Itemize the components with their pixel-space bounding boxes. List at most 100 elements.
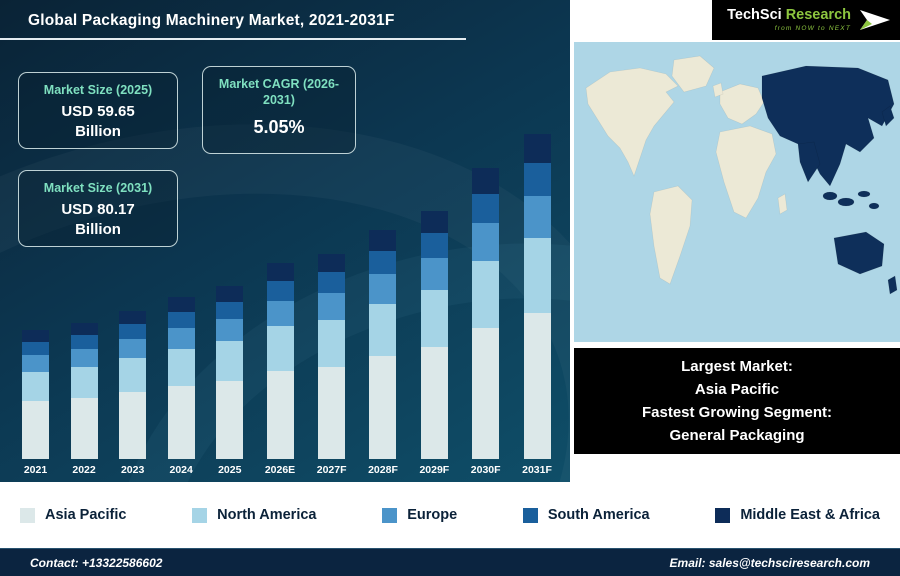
bar-segment [70, 349, 98, 367]
bar-segment [420, 290, 448, 347]
bar-segment [420, 347, 448, 459]
bar-segment [318, 254, 346, 272]
stat-label: Market Size (2025) [43, 83, 153, 97]
bar-segment [369, 251, 397, 274]
page-title-wrap: Global Packaging Machinery Market, 2021-… [0, 6, 466, 40]
bar-column: 2028F [368, 230, 398, 476]
bar-year-label: 2030F [470, 464, 501, 476]
bar-column: 2031F [522, 134, 552, 476]
callout-line: Largest Market: [681, 357, 793, 375]
stat-unit: Billion [75, 221, 121, 239]
legend-item: North America [192, 507, 317, 523]
bar-segment [70, 367, 98, 398]
footer: Contact: +13322586602 Email: sales@techs… [0, 548, 900, 576]
bar-stack [266, 263, 294, 459]
bar-column: 2026E [265, 263, 295, 476]
logo-tagline: from NOW to NEXT [774, 24, 851, 32]
bar-segment [523, 134, 551, 163]
bar-column: 2025 [216, 286, 244, 476]
paper-plane-icon [860, 10, 890, 30]
page-title: Global Packaging Machinery Market, 2021-… [28, 12, 395, 29]
bar-segment [523, 196, 551, 238]
bar-column: 2023 [119, 311, 147, 476]
bar-segment [167, 328, 195, 349]
bar-segment [167, 349, 195, 386]
bar-stack [216, 286, 244, 459]
bar-stack [70, 323, 98, 459]
bar-year-label: 2024 [169, 464, 193, 476]
legend-label: Middle East & Africa [740, 507, 880, 523]
bar-segment [369, 274, 397, 304]
bar-year-label: 2023 [120, 464, 145, 476]
bar-year-label: 2021 [23, 464, 48, 476]
callout-line: General Packaging [669, 427, 805, 445]
bar-segment [420, 233, 448, 258]
legend-item: Asia Pacific [20, 507, 126, 523]
bar-year-label: 2025 [218, 464, 242, 476]
bar-segment [22, 401, 49, 459]
bar-column: 2030F [471, 168, 501, 476]
bar-segment [216, 302, 244, 319]
bar-segment [472, 194, 500, 223]
bar-segment [70, 398, 98, 459]
bar-stack [420, 211, 448, 459]
bar-segment [472, 261, 500, 328]
bar-stack [472, 168, 500, 459]
bar-stack [22, 330, 49, 459]
legend-label: Asia Pacific [45, 507, 127, 523]
legend-swatch [382, 507, 398, 523]
bar-year-label: 2028F [368, 464, 398, 476]
logo: TechSci Research from NOW to NEXT [712, 0, 900, 40]
legend-label: North America [217, 507, 317, 523]
bar-segment [472, 223, 500, 261]
legend-item: Middle East & Africa [715, 507, 880, 523]
stat-value: USD 59.65 [61, 103, 135, 121]
stat-box-market-cagr: Market CAGR (2026-2031) 5.05% [202, 66, 356, 154]
bar-segment [266, 326, 294, 371]
callout-line: Fastest Growing Segment: [641, 404, 833, 421]
bar-segment [420, 211, 448, 233]
logo-name-primary: TechSci [727, 7, 782, 23]
bar-segment [22, 372, 49, 401]
bar-column: 2029F [419, 211, 449, 476]
callout-line: Asia Pacific [694, 380, 780, 398]
stat-value: 5.05% [253, 116, 305, 137]
stat-unit: Billion [75, 123, 121, 141]
map-highlight-asia-pacific [761, 65, 898, 295]
footer-contact-phone[interactable]: Contact: +13322586602 [30, 555, 163, 570]
bar-segment [167, 312, 195, 328]
legend-swatch [192, 507, 208, 523]
legend-swatch [522, 507, 538, 523]
bar-segment [318, 367, 346, 459]
bar-stack [119, 311, 147, 459]
bar-segment [523, 238, 551, 313]
legend-item: South America [522, 507, 650, 523]
bar-stack [369, 230, 397, 459]
bar-year-label: 2026E [264, 464, 296, 476]
bar-column: 2027F [317, 254, 347, 476]
stat-box-market-size-2025: Market Size (2025) USD 59.65 Billion [18, 72, 178, 150]
bar-segment [523, 163, 551, 196]
callout-box: Largest Market: Asia Pacific Fastest Growi… [574, 348, 900, 454]
bar-segment [70, 323, 98, 335]
bar-year-label: 2022 [72, 464, 96, 476]
stat-value: USD 80.17 [61, 201, 135, 219]
bar-segment [266, 281, 294, 301]
legend-item: Europe [382, 507, 457, 523]
bar-stack [523, 134, 551, 459]
bar-segment [318, 320, 346, 367]
legend-swatch [715, 507, 731, 523]
bar-segment [216, 319, 244, 341]
bar-column: 2024 [167, 297, 195, 476]
bar-year-label: 2029F [419, 464, 450, 476]
bar-chart: 2021 2022 2023 2024 2025 2026E 2027F 2028F 2029F… [22, 134, 552, 476]
bar-segment [266, 301, 294, 326]
bar-segment [22, 355, 49, 372]
footer-contact-email[interactable]: Email: sales@techsciresearch.com [669, 555, 870, 570]
bar-segment [119, 324, 147, 339]
bar-segment [216, 286, 244, 302]
bar-segment [472, 328, 500, 459]
bar-year-label: 2027F [316, 464, 347, 476]
bar-segment [318, 272, 346, 293]
